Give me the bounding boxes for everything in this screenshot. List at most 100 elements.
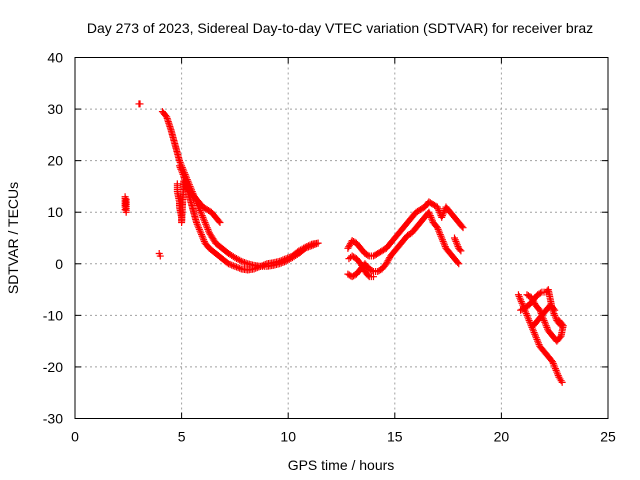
data-point	[205, 227, 213, 235]
data-point	[193, 220, 201, 228]
grid	[75, 57, 608, 419]
x-tick-label: 15	[387, 429, 403, 445]
data-point	[252, 264, 260, 272]
data-point	[194, 222, 202, 230]
x-tick-label: 5	[178, 429, 186, 445]
data-point	[552, 366, 560, 374]
data-point	[385, 255, 393, 263]
data-point	[526, 318, 534, 326]
data-point	[300, 244, 308, 252]
data-point	[197, 231, 205, 239]
data-point	[345, 243, 353, 251]
data-point	[542, 322, 550, 330]
y-tick-label: 40	[47, 50, 63, 66]
data-point	[435, 227, 443, 235]
data-point	[527, 293, 535, 301]
data-point	[524, 313, 532, 321]
data-point	[156, 252, 164, 260]
data-point	[452, 237, 460, 245]
x-tick-label: 20	[494, 429, 510, 445]
data-point	[304, 242, 312, 250]
data-point	[383, 258, 391, 266]
data-point	[284, 254, 292, 262]
data-point	[236, 256, 244, 264]
data-point	[549, 359, 557, 367]
data-point	[255, 263, 263, 271]
chart-title: Day 273 of 2023, Sidereal Day-to-day VTE…	[87, 20, 593, 36]
data-point	[358, 261, 366, 269]
data-point	[517, 298, 525, 306]
data-point	[229, 262, 237, 270]
data-point	[201, 219, 209, 227]
data-point	[549, 358, 557, 366]
data-point	[216, 219, 224, 227]
data-point	[276, 257, 284, 265]
data-point	[282, 255, 290, 263]
data-point	[454, 258, 462, 266]
data-point	[314, 239, 322, 247]
data-point	[525, 317, 533, 325]
y-tick-label: 20	[47, 153, 63, 169]
data-point	[253, 264, 261, 272]
data-point	[277, 257, 285, 265]
data-point	[202, 220, 210, 228]
data-point	[197, 210, 205, 218]
data-point	[438, 213, 446, 221]
data-point	[225, 260, 233, 268]
data-point	[536, 306, 544, 314]
data-point	[457, 247, 465, 255]
data-point	[438, 234, 446, 242]
data-point	[344, 244, 352, 252]
data-point	[250, 265, 258, 273]
data-point	[258, 262, 266, 270]
data-point	[557, 377, 565, 385]
data-point	[434, 205, 442, 213]
data-point	[202, 222, 210, 230]
data-point	[346, 241, 354, 249]
data-point	[455, 260, 463, 268]
data-point	[199, 234, 207, 242]
data-point	[306, 241, 314, 249]
data-point	[534, 339, 542, 347]
data-point	[534, 337, 542, 345]
data-point	[256, 262, 264, 270]
data-point	[197, 229, 205, 237]
data-point	[553, 368, 561, 376]
data-point	[456, 246, 464, 254]
data-point	[231, 262, 239, 270]
data-point	[285, 253, 293, 261]
data-point	[531, 330, 539, 338]
data-point	[215, 217, 223, 225]
data-point	[440, 208, 448, 216]
data-point	[301, 243, 309, 251]
data-point	[261, 260, 269, 268]
data-point	[541, 318, 549, 326]
data-point	[175, 162, 183, 170]
data-point	[237, 257, 245, 265]
data-point	[529, 296, 537, 304]
data-point	[204, 225, 212, 233]
data-point	[279, 256, 287, 264]
data-point	[437, 232, 445, 240]
data-point	[453, 241, 461, 249]
data-point	[198, 212, 206, 220]
data-point	[433, 224, 441, 232]
x-tick-label: 10	[280, 429, 296, 445]
data-point	[260, 261, 268, 269]
data-point	[426, 212, 434, 220]
data-point	[530, 329, 538, 337]
data-point	[200, 236, 208, 244]
data-point	[522, 310, 530, 318]
data-point	[543, 323, 551, 331]
data-point	[425, 208, 433, 216]
data-point	[226, 260, 234, 268]
data-point	[198, 232, 206, 240]
data-point	[200, 217, 208, 225]
data-point	[514, 291, 522, 299]
data-point	[555, 317, 563, 325]
data-point	[236, 264, 244, 272]
data-point	[517, 296, 525, 304]
data-point	[280, 255, 288, 263]
data-point	[178, 169, 186, 177]
data-point	[197, 208, 205, 216]
